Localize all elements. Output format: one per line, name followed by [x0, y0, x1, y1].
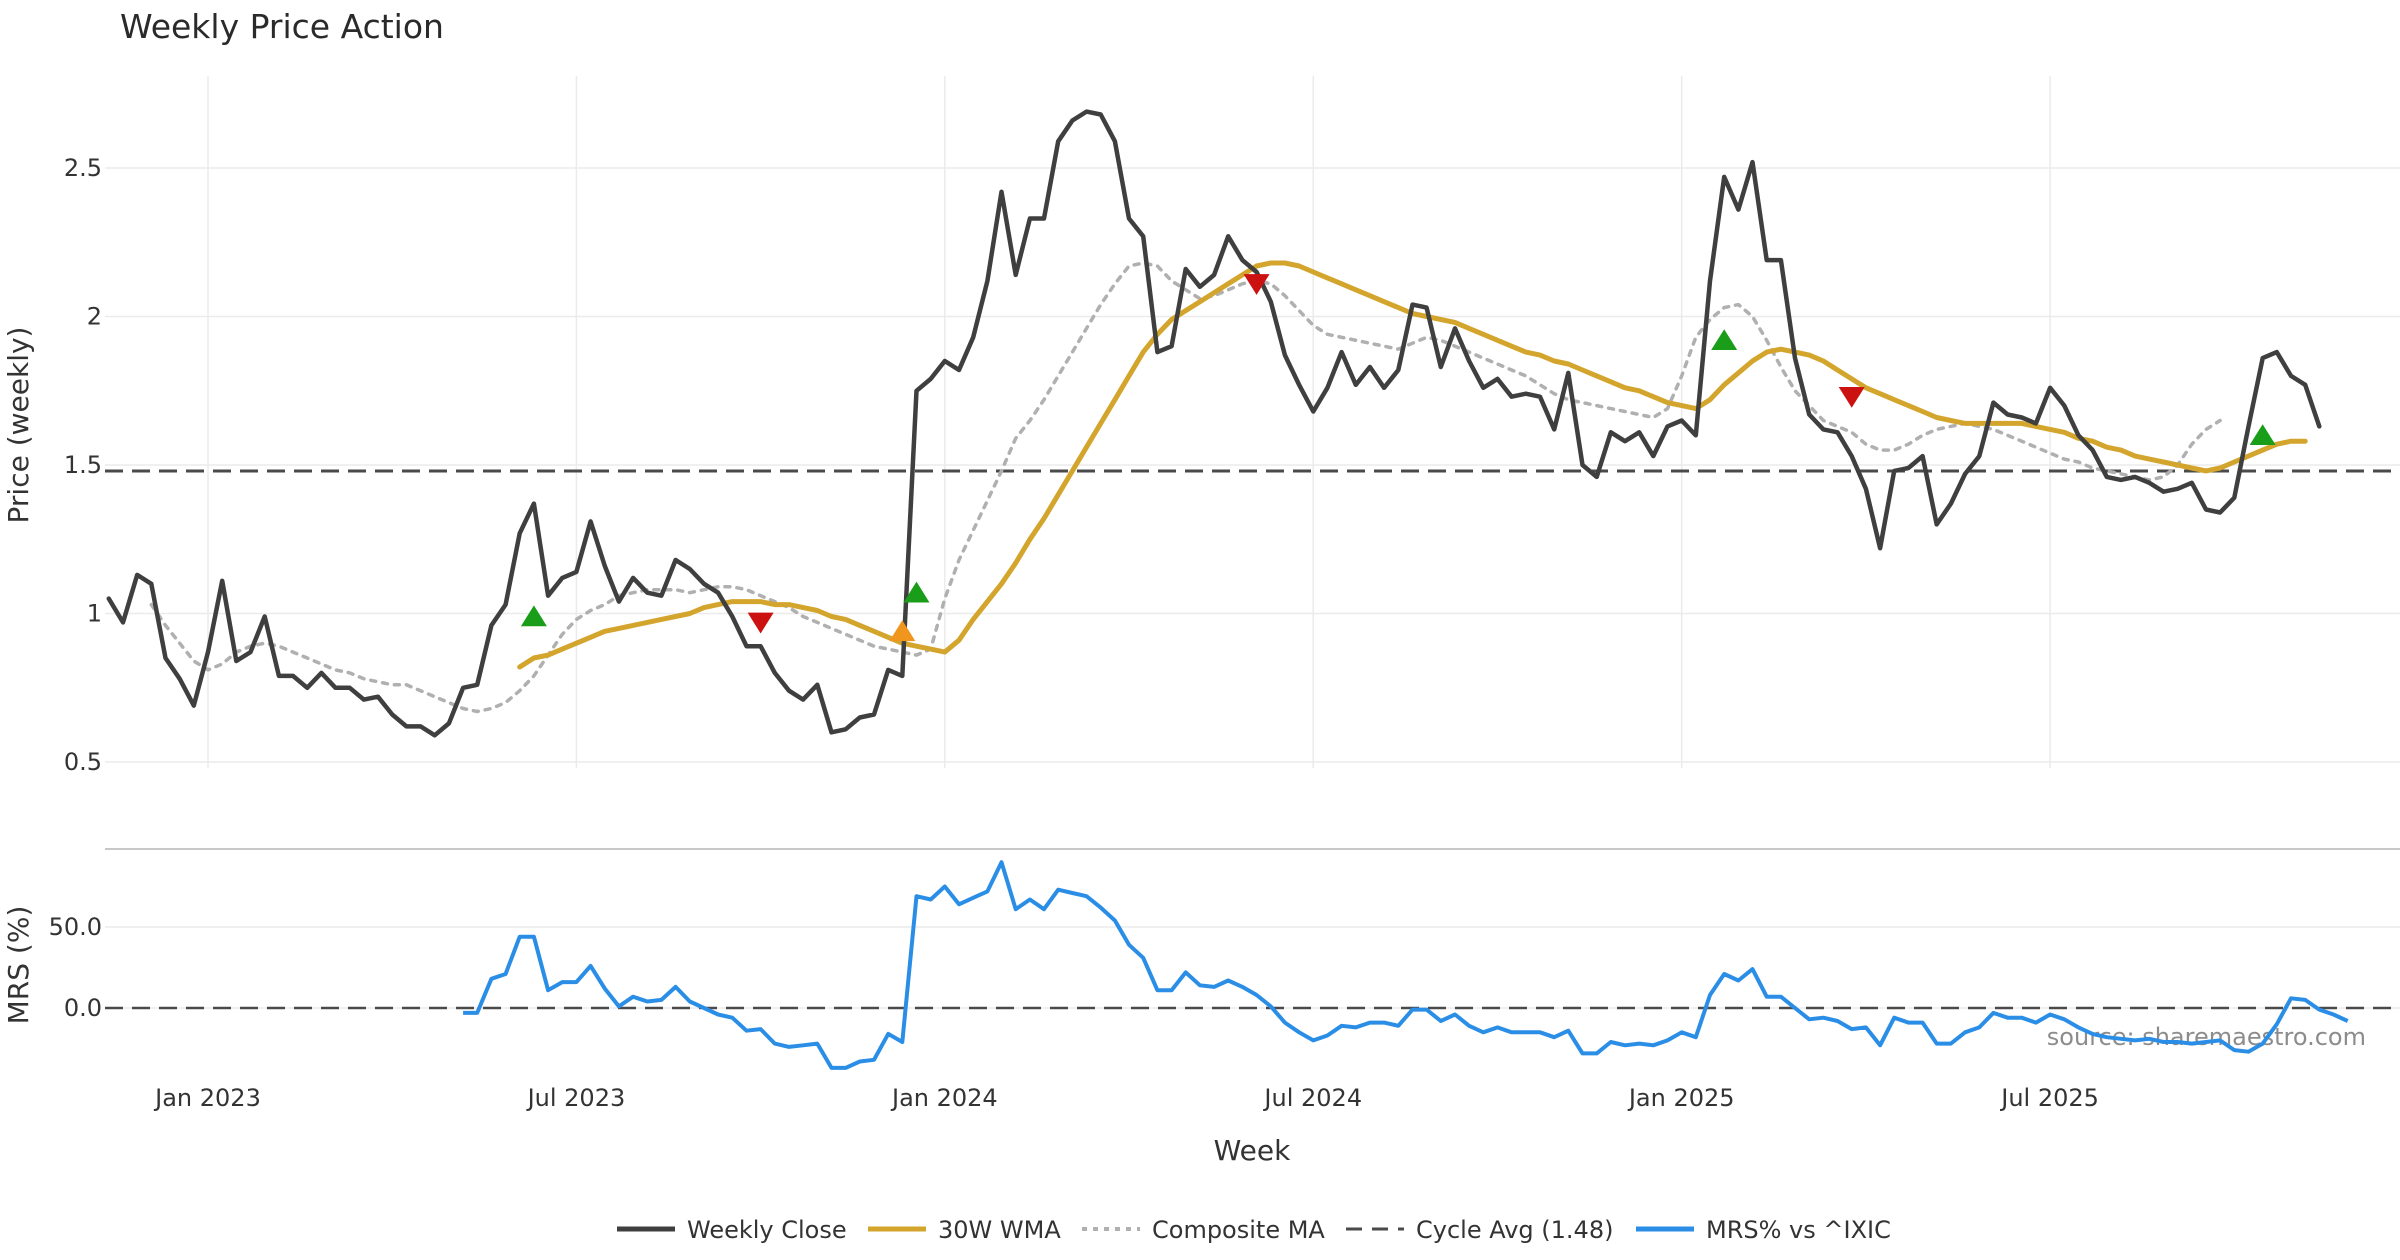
y-tick-label: 2: [87, 303, 102, 331]
x-tick-label: Jul 2025: [1999, 1084, 2099, 1112]
source-note: source: sharemaestro.com: [2047, 1023, 2366, 1051]
x-tick-label: Jan 2024: [890, 1084, 998, 1112]
x-tick-label: Jul 2023: [526, 1084, 626, 1112]
x-tick-label: Jan 2025: [1627, 1084, 1735, 1112]
weekly-close-line: [106, 109, 2322, 738]
legend-label: Weekly Close: [687, 1216, 847, 1244]
chart-title: Weekly Price Action: [120, 7, 444, 46]
composite-ma-line: [149, 261, 2222, 714]
sell-signal-marker: [747, 612, 774, 634]
mrs-line: [463, 860, 2349, 1070]
buy-signal-marker: [520, 605, 547, 627]
y-tick-label: 2.5: [64, 154, 102, 182]
mrs-y-tick-label: 0.0: [64, 994, 102, 1022]
y-tick-label: 0.5: [64, 748, 102, 776]
y-tick-label: 1.5: [64, 451, 102, 479]
sell-signal-marker: [1243, 274, 1270, 295]
x-tick-label: Jul 2024: [1262, 1084, 1362, 1112]
buy-signal-marker: [1711, 329, 1738, 351]
crossover-marker: [889, 620, 916, 642]
mrs-y-tick-label: 50.0: [49, 913, 102, 941]
x-axis-label: Week: [1214, 1134, 1291, 1167]
price-y-axis-label: Price (weekly): [2, 327, 35, 524]
mrs-y-axis-label: MRS (%): [2, 906, 35, 1025]
x-tick-label: Jan 2023: [153, 1084, 261, 1112]
y-tick-label: 1: [87, 600, 102, 628]
legend-label: MRS% vs ^IXIC: [1706, 1216, 1891, 1244]
legend: Weekly Close 30W WMA Composite MA Cycle Avg…: [617, 1216, 1891, 1244]
buy-signal-marker: [2249, 424, 2276, 446]
legend-label: Composite MA: [1152, 1216, 1325, 1244]
buy-signal-marker: [903, 581, 930, 603]
legend-label: 30W WMA: [938, 1216, 1061, 1244]
sell-signal-marker: [1838, 386, 1865, 408]
legend-label: Cycle Avg (1.48): [1416, 1216, 1613, 1244]
